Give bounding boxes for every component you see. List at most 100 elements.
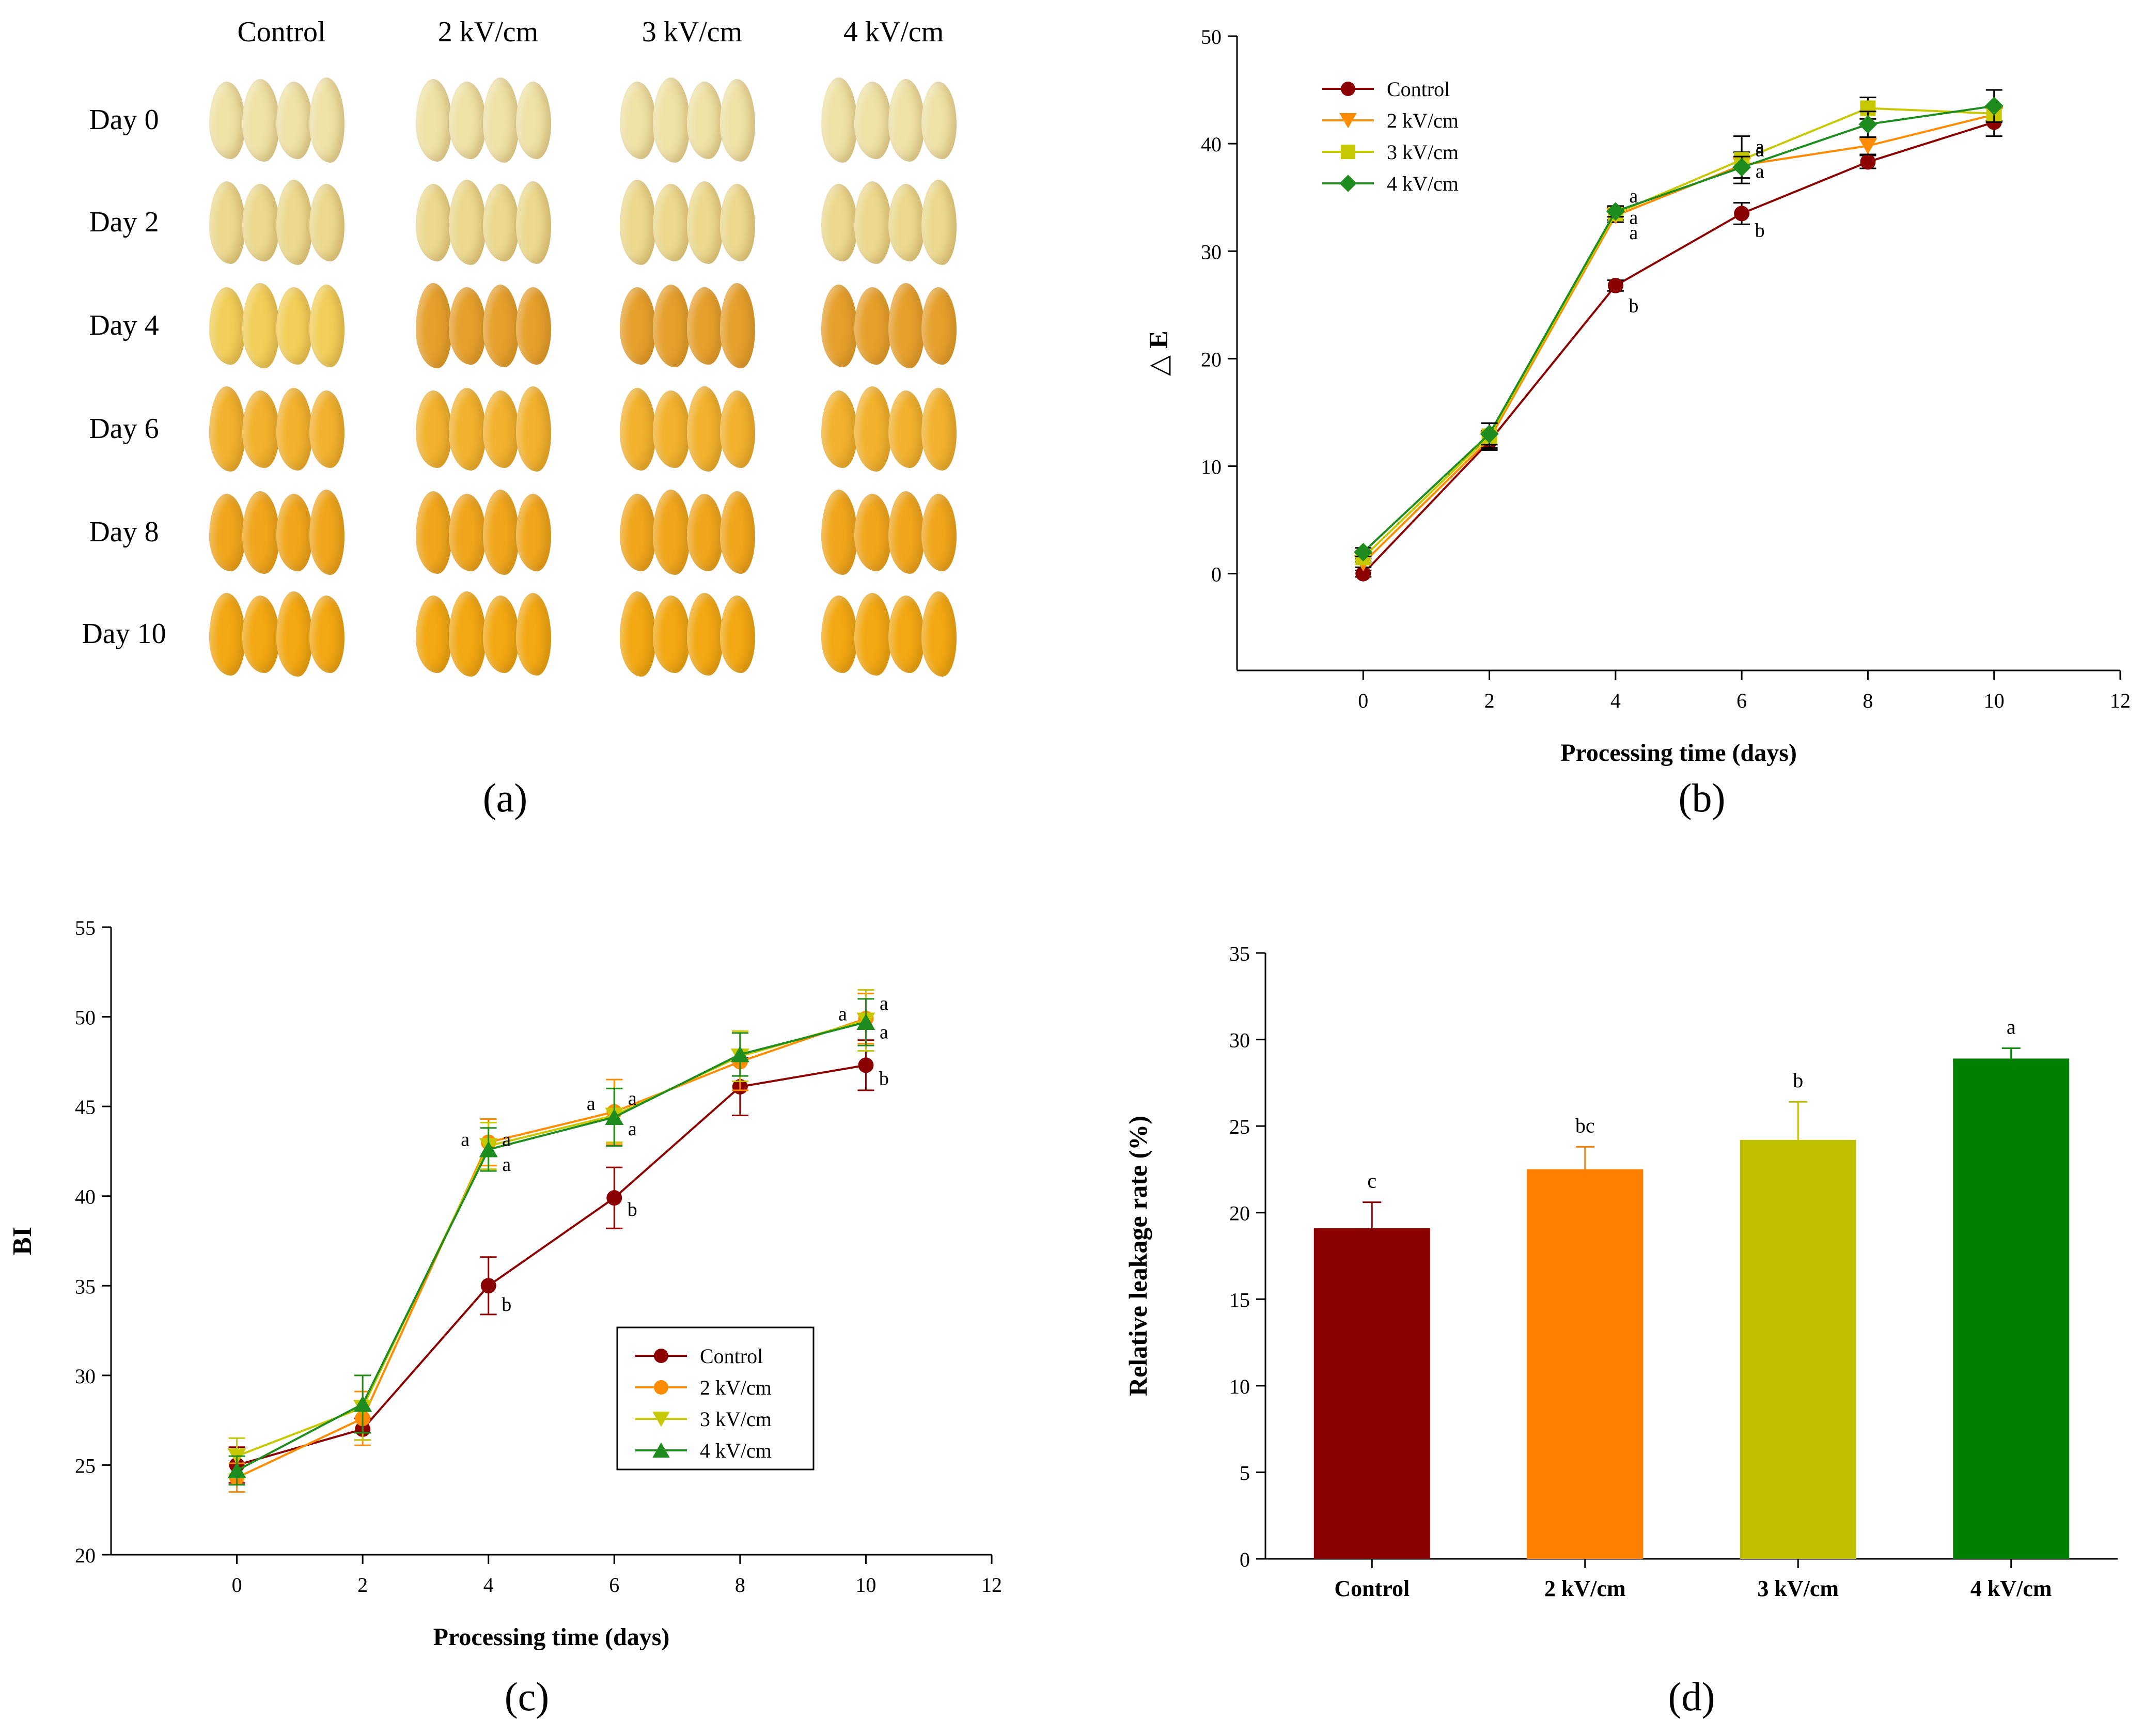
garlic-clove	[620, 387, 656, 471]
garlic-clove	[449, 387, 486, 471]
data-point	[858, 1057, 874, 1073]
garlic-clove	[276, 287, 312, 365]
y-tick-label: 25	[75, 1454, 96, 1477]
garlic-clove	[242, 491, 279, 574]
garlic-clove	[653, 77, 690, 163]
panel-b-label: (b)	[1678, 775, 1726, 820]
garlic-clove	[854, 81, 891, 159]
x-tick-label: 8	[1863, 689, 1873, 712]
garlic-clove	[888, 595, 925, 673]
garlic-clove	[854, 386, 891, 472]
significance-letter: b	[1755, 220, 1765, 242]
garlic-clove-photo	[416, 591, 551, 677]
significance-letter: b	[879, 1068, 889, 1090]
y-tick-label: 35	[75, 1275, 96, 1298]
legend-label: 4 kV/cm	[1387, 172, 1459, 195]
garlic-clove	[620, 591, 656, 677]
garlic-clove	[620, 81, 656, 159]
garlic-clove	[888, 183, 925, 261]
y-tick-label: 10	[1229, 1375, 1250, 1398]
legend-label: Control	[700, 1344, 763, 1368]
significance-letter: b	[1629, 295, 1638, 317]
garlic-clove	[416, 491, 452, 574]
series-line	[237, 1064, 866, 1466]
garlic-clove	[483, 284, 519, 367]
legend: Control 2 kV/cm 3 kV/cm 4 kV/cm	[616, 1326, 815, 1471]
leakage-chart-svg: 0 5 10 15 20 25 30 35 Relative leakage rate (%) c…	[1123, 942, 2118, 1601]
garlic-clove-photo	[209, 283, 345, 368]
data-point	[654, 1349, 668, 1363]
garlic-clove-photo	[620, 180, 755, 265]
panel-d-leakage-chart: 0 5 10 15 20 25 30 35 Relative leakage rate (%) c…	[1072, 868, 2144, 1736]
garlic-clove-photo	[620, 283, 755, 368]
garlic-clove	[687, 81, 723, 159]
x-tick-label: 2 kV/cm	[1544, 1576, 1626, 1601]
data-point	[652, 1442, 670, 1458]
series-line	[1362, 107, 1994, 558]
series-line	[236, 1021, 866, 1472]
garlic-clove	[821, 77, 857, 163]
bar-3-kv-cm	[1740, 1139, 1856, 1559]
garlic-clove	[653, 595, 690, 673]
significance-letter: a	[1756, 139, 1764, 161]
significance-letter: a	[1756, 136, 1764, 158]
garlic-clove-photo	[821, 386, 957, 472]
garlic-clove	[209, 592, 245, 676]
x-tick-label: 12	[981, 1573, 1002, 1597]
garlic-clove	[416, 595, 452, 673]
garlic-clove-photo	[416, 386, 551, 472]
garlic-clove	[921, 180, 957, 265]
garlic-clove	[516, 287, 551, 365]
garlic-clove	[821, 490, 857, 575]
series-4-kv-cm	[227, 998, 875, 1486]
row-header: Day 0	[89, 104, 159, 136]
garlic-clove	[449, 287, 486, 365]
garlic-clove	[483, 77, 519, 163]
bi-chart-svg: 20 25 30 35 40 45 50 55 0 2 4 6 8 10 12 Processing time…	[8, 916, 1002, 1651]
garlic-clove	[483, 490, 519, 575]
garlic-clove	[821, 390, 857, 468]
garlic-clove	[720, 79, 755, 162]
garlic-clove	[516, 493, 551, 571]
data-point	[353, 1395, 372, 1412]
garlic-clove	[921, 287, 957, 365]
row-header: Day 6	[89, 413, 159, 445]
garlic-clove	[416, 183, 452, 261]
data-point	[1355, 566, 1371, 582]
x-tick-label: 4	[1610, 689, 1621, 712]
significance-letter: a	[838, 1004, 847, 1025]
data-point	[1734, 206, 1750, 222]
bar-2-kv-cm	[1527, 1169, 1644, 1559]
column-header: 2 kV/cm	[437, 16, 539, 48]
y-tick-label: 50	[75, 1006, 96, 1029]
garlic-clove	[276, 81, 312, 159]
x-tick-label: 2	[357, 1573, 368, 1597]
x-tick-label: 3 kV/cm	[1757, 1576, 1839, 1601]
garlic-clove	[276, 591, 312, 677]
legend-frame	[616, 1326, 815, 1471]
legend-label: 2 kV/cm	[1387, 109, 1459, 132]
y-tick-label: 0	[1240, 1548, 1250, 1571]
significance-letter: a	[2007, 1015, 2016, 1038]
garlic-clove-photo	[209, 180, 345, 265]
garlic-clove-photo	[209, 386, 345, 472]
data-point	[1732, 158, 1751, 177]
data-point	[1339, 113, 1357, 129]
legend: Control 2 kV/cm 3 kV/cm 4 kV/cm	[1322, 77, 1459, 195]
x-axis-label: Processing time (days)	[433, 1623, 670, 1651]
garlic-clove	[921, 591, 957, 677]
y-tick-label: 30	[1229, 1029, 1250, 1052]
garlic-clove-photo	[821, 77, 957, 163]
data-point	[480, 1278, 496, 1294]
garlic-clove	[653, 490, 690, 575]
x-tick-label: 10	[1984, 689, 2005, 712]
significance-letter: c	[1367, 1169, 1376, 1193]
garlic-clove	[653, 390, 690, 468]
y-tick-label: 30	[75, 1365, 96, 1388]
significance-letter: a	[502, 1129, 511, 1151]
garlic-clove	[720, 390, 755, 468]
column-header: 4 kV/cm	[843, 16, 944, 48]
garlic-clove	[483, 183, 519, 261]
y-axis-label: Relative leakage rate (%)	[1123, 1116, 1152, 1396]
data-point	[1341, 145, 1355, 159]
